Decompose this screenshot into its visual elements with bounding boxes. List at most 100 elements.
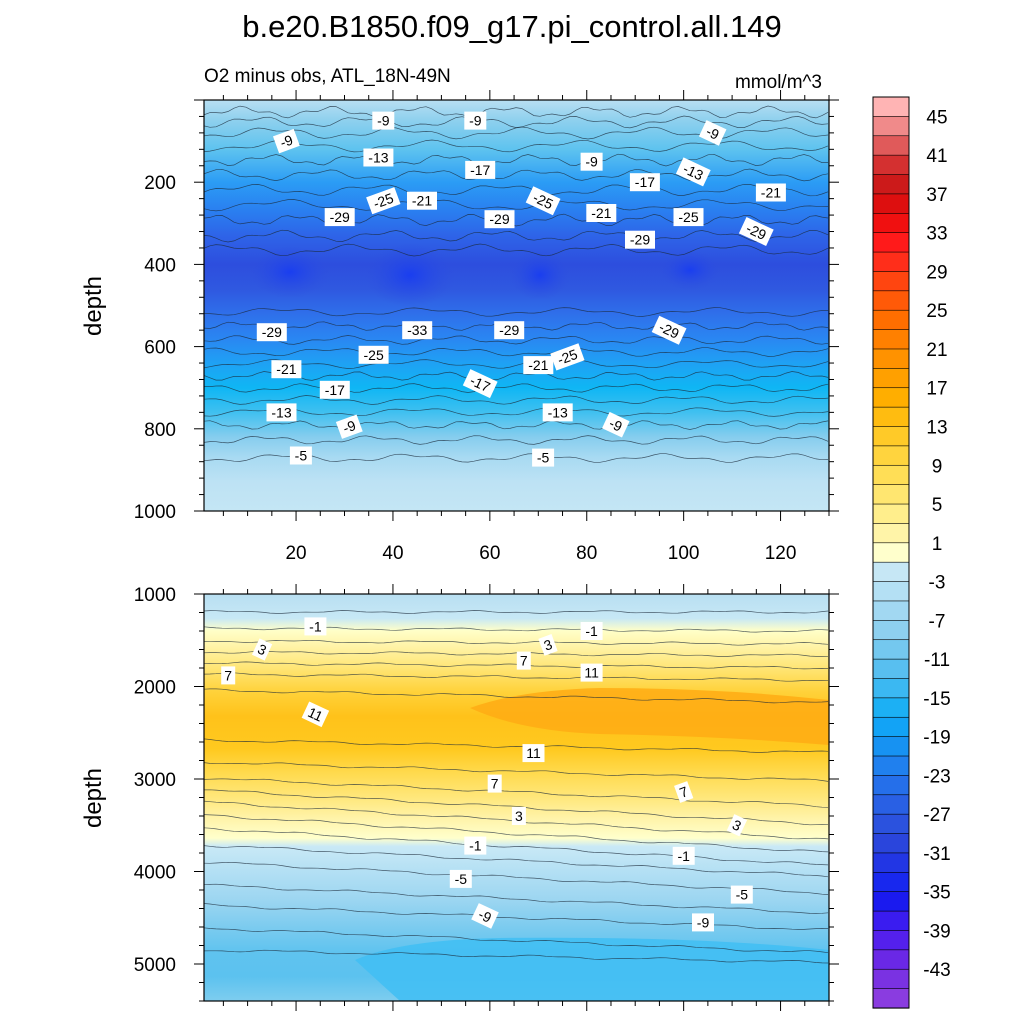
- colorbar-swatch: [872, 968, 910, 990]
- contour-label-text: -21: [276, 361, 296, 377]
- upper-y-axis-label: depth: [80, 276, 107, 336]
- colorbar-swatch: [872, 329, 910, 350]
- contour-label: -9: [698, 120, 727, 146]
- contour-label: -25: [673, 208, 704, 227]
- colorbar-tick-label: 41: [926, 146, 947, 167]
- colorbar-swatch: [872, 484, 910, 505]
- contour-label-text: -1: [309, 618, 322, 634]
- y-tick-label: 1000: [134, 585, 176, 606]
- contour-label-text: -17: [635, 174, 655, 190]
- contour-label-text: -29: [499, 322, 519, 338]
- colorbar-swatch: [872, 561, 910, 583]
- contour-label-text: 11: [526, 745, 541, 761]
- contour-label-text: -25: [363, 347, 383, 363]
- contour-label-text: -21: [591, 205, 611, 221]
- colorbar-swatch: [872, 852, 910, 873]
- contour-label: 11: [522, 744, 545, 763]
- contour-label-text: -5: [537, 450, 550, 466]
- x-tick-label: 100: [668, 543, 700, 564]
- contour-label-text: 7: [520, 653, 528, 669]
- colorbar-tick-label: -23: [923, 766, 950, 787]
- colorbar-tick-label: -7: [929, 611, 946, 632]
- colorbar-tick-label: 29: [926, 262, 947, 283]
- x-tick-label: 20: [285, 543, 306, 564]
- colorbar-swatch: [872, 213, 910, 234]
- colorbar-swatch: [872, 716, 910, 738]
- contour-label: -25: [366, 187, 401, 215]
- x-tick-label: 60: [479, 543, 500, 564]
- contour-label-text: -17: [325, 382, 345, 398]
- y-tick-label: 4000: [134, 863, 176, 884]
- y-tick-label: 800: [144, 420, 176, 441]
- contour-label: -29: [494, 321, 525, 340]
- contour-label: 7: [487, 774, 502, 793]
- contour-label: -5: [449, 869, 472, 888]
- colorbar-tick-label: -35: [923, 883, 950, 904]
- lower-y-axis-label: depth: [80, 768, 107, 828]
- contour-label: -1: [580, 622, 603, 640]
- contour-label: -21: [755, 183, 786, 202]
- colorbar-swatch: [872, 174, 910, 195]
- x-tick-label: 120: [765, 543, 797, 564]
- contour-label: -29: [256, 323, 287, 342]
- y-tick-label: 400: [144, 255, 176, 276]
- colorbar-swatch: [872, 251, 910, 273]
- colorbar-swatch: [872, 872, 910, 893]
- contour-label: -1: [672, 846, 695, 865]
- contour-label-text: -9: [697, 914, 710, 930]
- contour-label: 7: [221, 666, 236, 685]
- contour-label: -29: [651, 315, 687, 345]
- contour-label: -29: [324, 208, 355, 227]
- colorbar-tick-label: 21: [926, 340, 947, 361]
- contour-label-text: -33: [407, 322, 427, 338]
- colorbar-swatch: [872, 503, 910, 525]
- contour-label-text: -29: [630, 232, 650, 248]
- contour-label-text: 11: [305, 704, 325, 725]
- contour-label: -17: [319, 380, 350, 399]
- contour-label-text: 7: [224, 667, 232, 683]
- contour-label-text: -25: [371, 190, 396, 212]
- colorbar-swatch: [872, 755, 910, 777]
- contour-label-text: -17: [468, 372, 493, 395]
- contour-label-text: -13: [368, 150, 388, 166]
- colorbar-swatch: [872, 930, 910, 951]
- contour-label: 11: [301, 701, 330, 728]
- contour-label: 11: [580, 663, 603, 682]
- contour-label: -13: [266, 403, 297, 422]
- colorbar-swatch: [872, 697, 910, 718]
- contour-label: -25: [525, 186, 561, 216]
- colorbar-tick-label: 13: [926, 418, 947, 439]
- contour-label-text: -1: [469, 838, 482, 854]
- contour-label: -21: [523, 356, 554, 375]
- colorbar-tick-label: -19: [923, 728, 950, 749]
- contour-label: -5: [532, 448, 555, 467]
- colorbar-swatch: [872, 833, 910, 854]
- y-tick-label: 3000: [134, 770, 176, 791]
- y-tick-label: 1000: [134, 502, 176, 523]
- contour-label: 7: [674, 781, 694, 803]
- contour-label-text: -5: [736, 887, 749, 903]
- colorbar-swatch: [872, 794, 910, 815]
- colorbar-swatch: [872, 368, 910, 389]
- colorbar-swatch: [872, 910, 910, 932]
- contour-label: 3: [251, 638, 273, 661]
- colorbar-swatch: [872, 135, 910, 156]
- contour-label: -1: [464, 836, 487, 855]
- contour-label-text: -29: [744, 220, 769, 243]
- contour-label-text: -1: [585, 623, 598, 639]
- colorbar-tick-label: -31: [923, 844, 950, 865]
- colorbar-swatch: [872, 193, 910, 214]
- colorbar-swatch: [872, 387, 910, 408]
- contour-label-text: -25: [678, 209, 698, 225]
- colorbar-swatch: [872, 348, 910, 369]
- colorbar-swatch: [872, 542, 910, 563]
- contour-label: -13: [675, 157, 711, 187]
- contour-label-text: -29: [262, 324, 282, 340]
- contour-label-text: -25: [531, 189, 556, 212]
- contour-label-text: -29: [330, 209, 350, 225]
- colorbar: 45 41 37 33 29 25 21 17 13 9 5 1 -3 -7 -11 -15 -19 -23 -27…: [872, 96, 951, 1009]
- colorbar-tick-label: -11: [924, 650, 950, 671]
- contour-label: -13: [363, 148, 394, 167]
- upper-panel: 20 40 60 80 100 120 200 400 600 800 1000 -9 -9 -9 -9 -…: [80, 90, 839, 564]
